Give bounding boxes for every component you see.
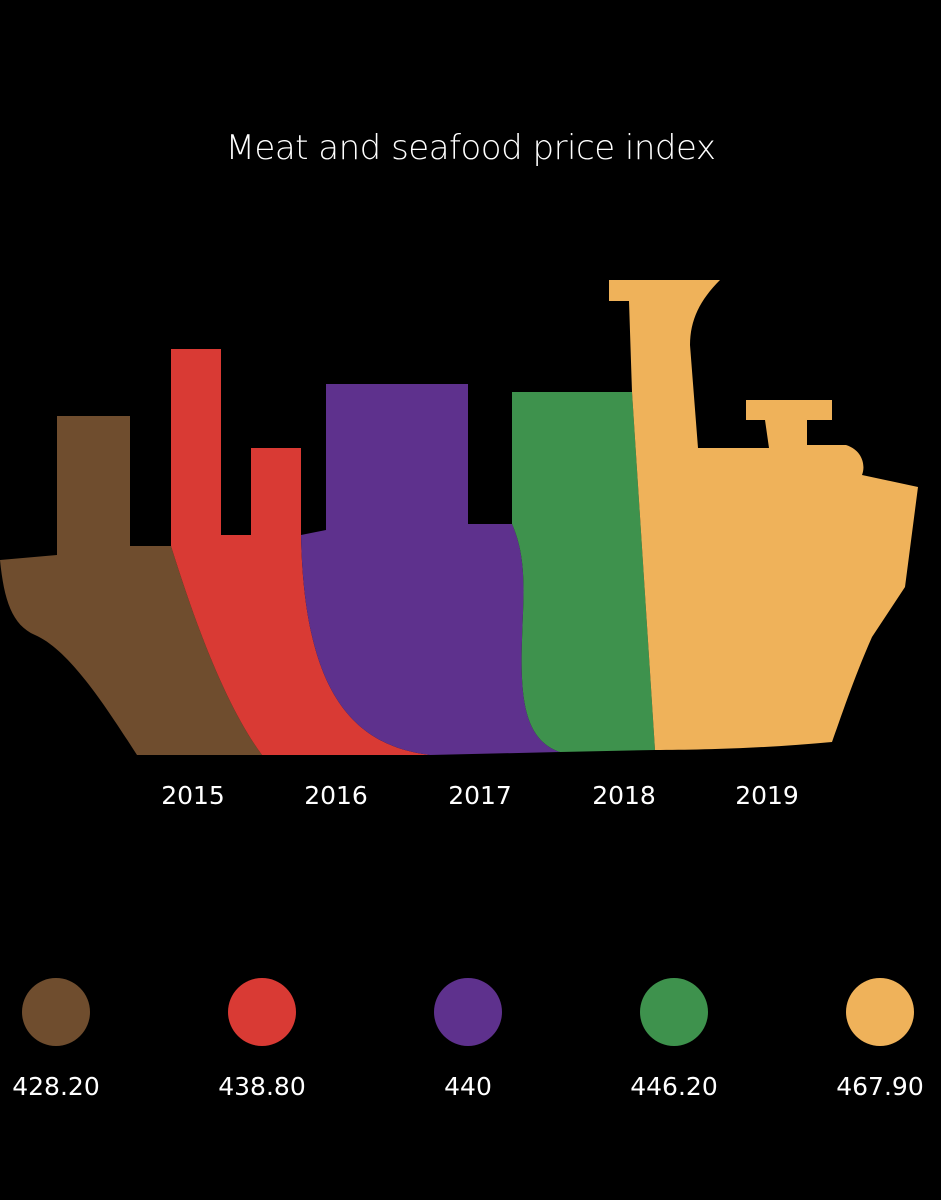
data-label-2015: 428.20 xyxy=(12,1072,100,1101)
legend-item-2018: 446.20 xyxy=(594,978,754,1101)
legend-item-2017: 440 xyxy=(388,978,548,1101)
legend-dot-2015 xyxy=(22,978,90,1046)
x-tick-2018: 2018 xyxy=(592,781,656,810)
ship-segment-2017 xyxy=(301,384,560,755)
x-tick-2015: 2015 xyxy=(161,781,225,810)
legend-item-2016: 438.80 xyxy=(182,978,342,1101)
legend-dot-2019 xyxy=(846,978,914,1046)
legend-item-2015: 428.20 xyxy=(0,978,136,1101)
data-label-2019: 467.90 xyxy=(836,1072,924,1101)
legend-dot-2016 xyxy=(228,978,296,1046)
legend-dot-2018 xyxy=(640,978,708,1046)
ship-segment-2015 xyxy=(0,416,262,755)
ship-segment-2018 xyxy=(512,392,655,752)
x-tick-2016: 2016 xyxy=(304,781,368,810)
data-label-2016: 438.80 xyxy=(218,1072,306,1101)
x-tick-2019: 2019 xyxy=(735,781,799,810)
data-label-2017: 440 xyxy=(444,1072,492,1101)
data-label-2018: 446.20 xyxy=(630,1072,718,1101)
ship-segment-2019 xyxy=(609,280,918,750)
ship-segment-2016 xyxy=(171,349,430,755)
x-tick-2017: 2017 xyxy=(448,781,512,810)
legend-item-2019: 467.90 xyxy=(800,978,941,1101)
chart-title: Meat and seafood price index xyxy=(225,128,716,168)
legend-dot-2017 xyxy=(434,978,502,1046)
